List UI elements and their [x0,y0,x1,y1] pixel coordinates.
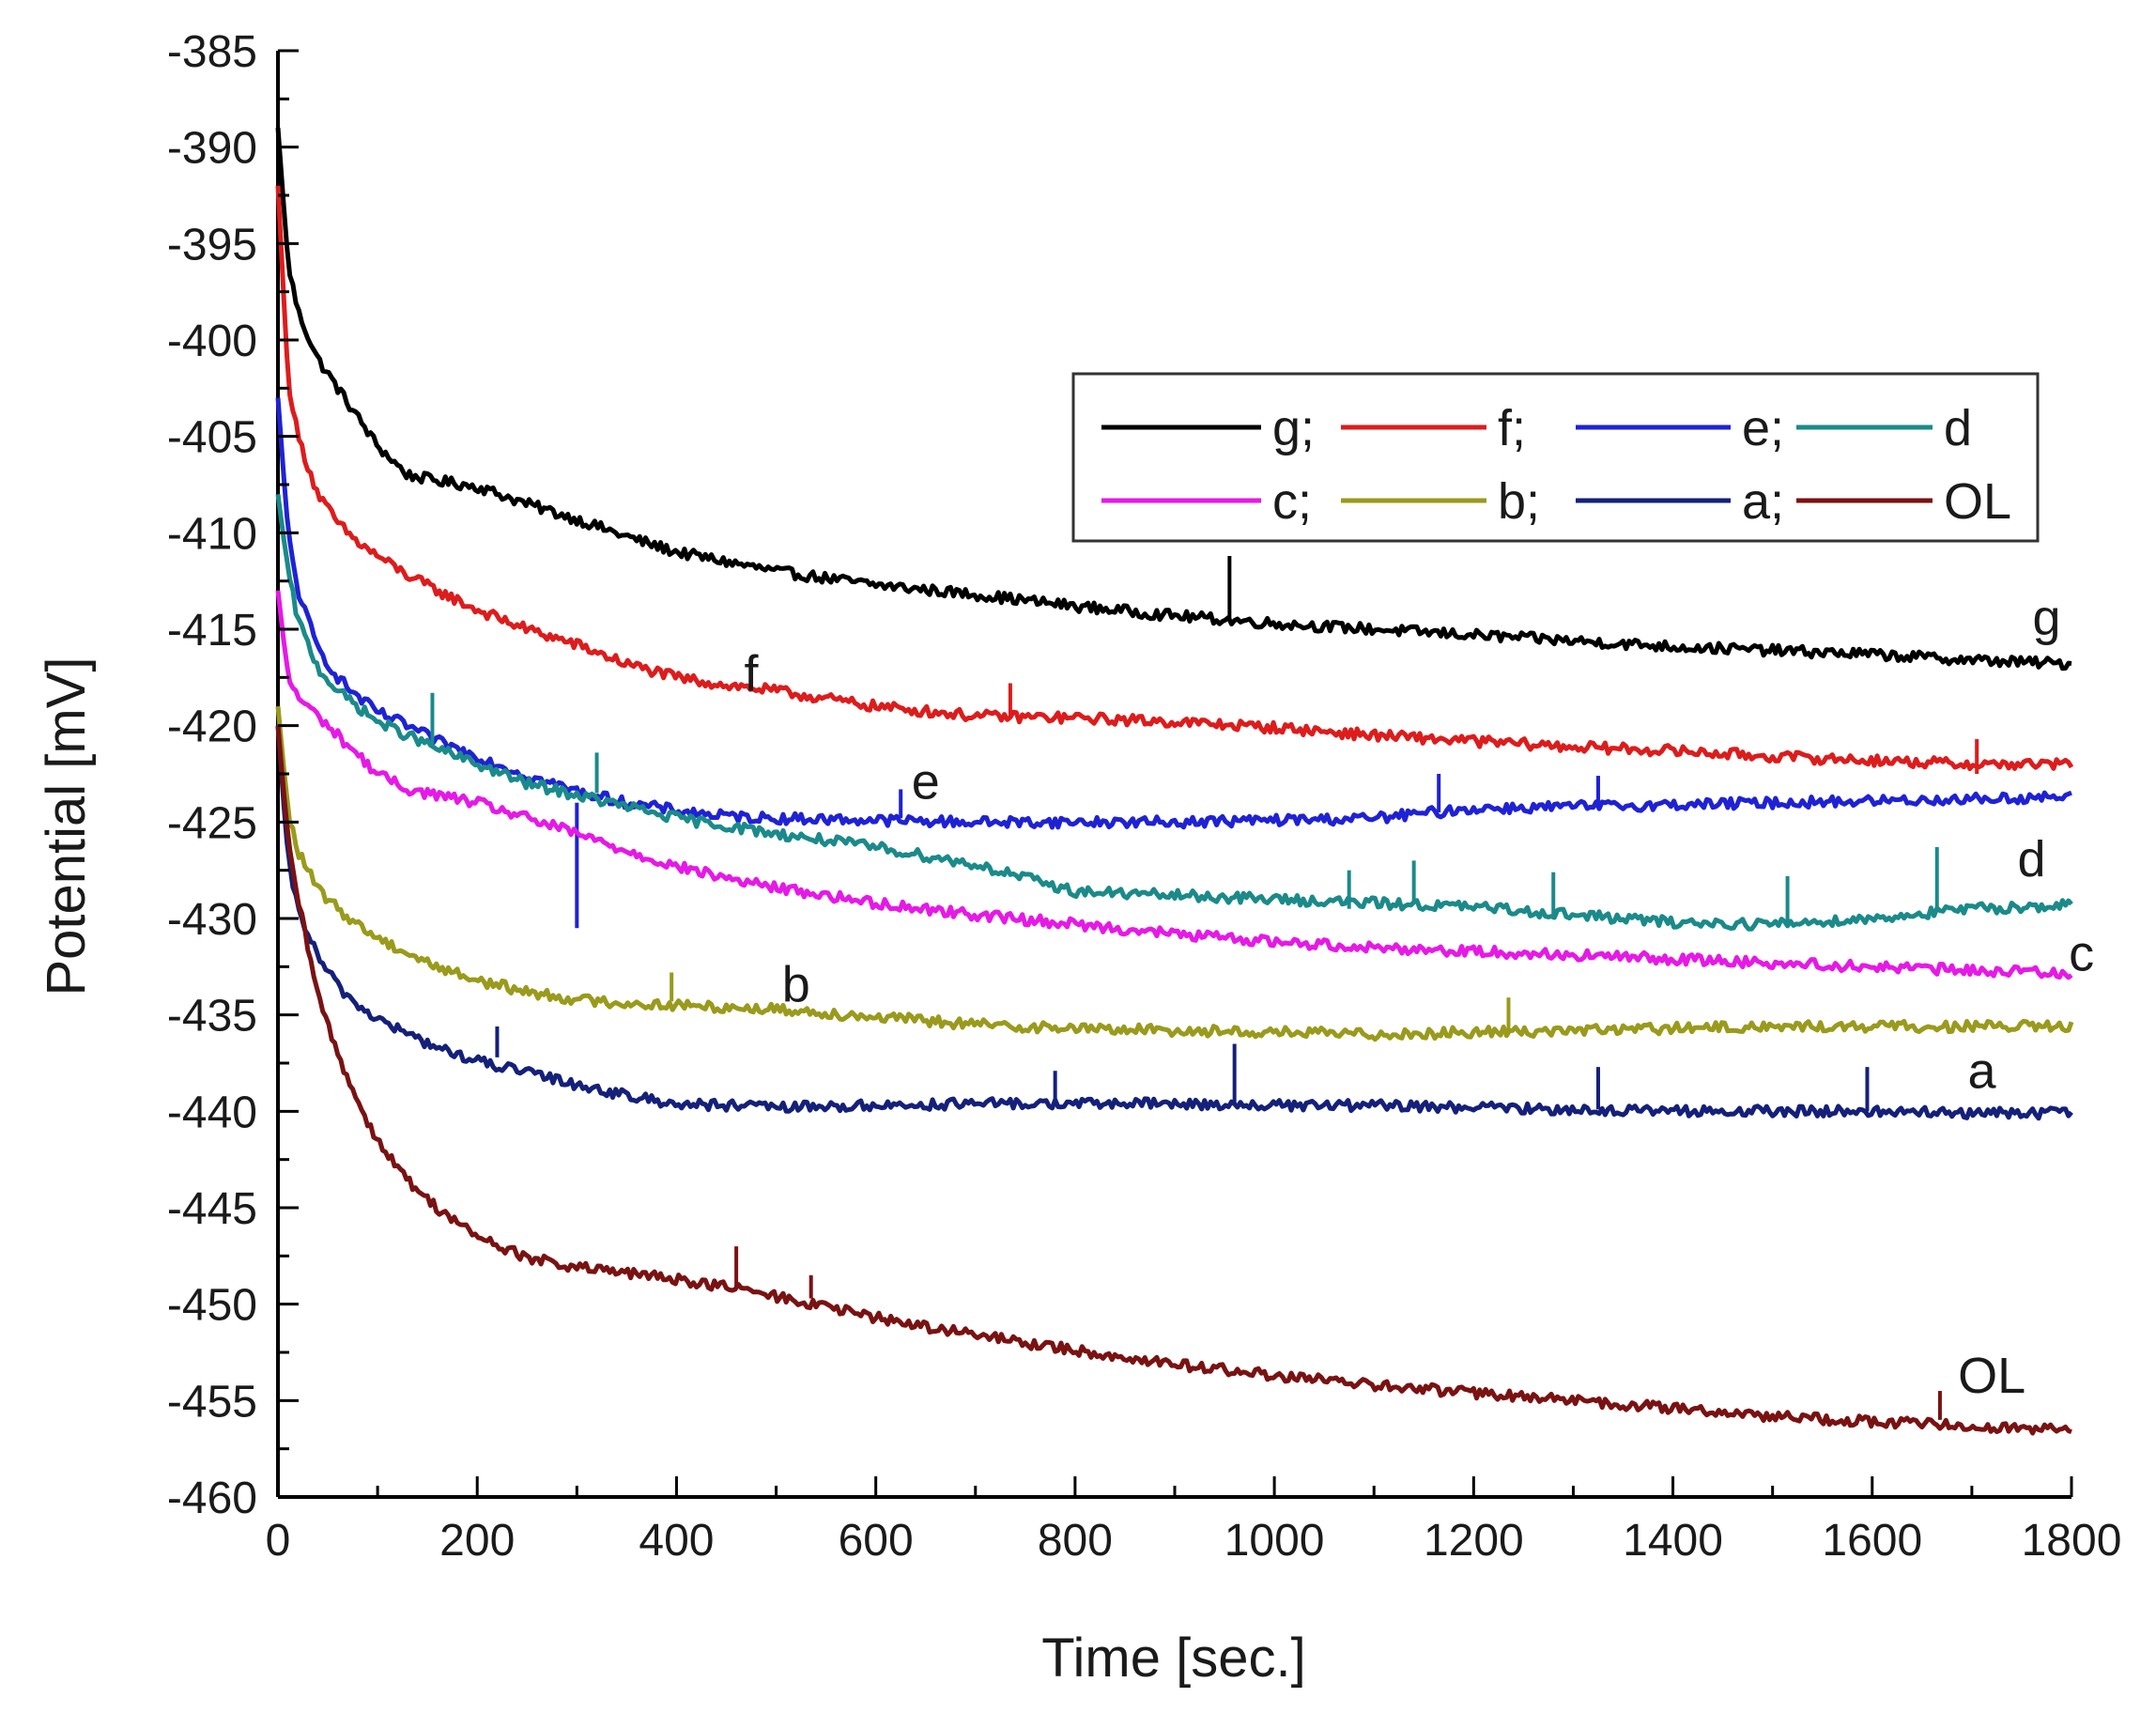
curve-label-e: e [912,754,940,810]
legend-label: g; [1272,400,1315,456]
legend-label: d [1944,400,1972,456]
y-tick-label: -395 [167,220,257,270]
curve-label-OL: OL [1958,1348,2025,1404]
y-tick-label: -405 [167,413,257,463]
legend-label: c; [1272,473,1312,530]
y-tick-label: -450 [167,1281,257,1331]
y-tick-label: -455 [167,1377,257,1427]
legend-box [1071,372,2040,543]
series-line-c [275,590,2073,980]
legend-label: e; [1742,400,1784,456]
legend-label: f; [1498,400,1526,456]
x-tick-label: 1800 [2022,1516,2122,1566]
y-tick-label: -385 [167,27,257,77]
y-tick-label: -410 [167,509,257,559]
series-line-b [275,705,2074,1042]
y-tick-label: -430 [167,895,257,945]
x-tick-label: 200 [439,1516,515,1566]
y-tick-label: -420 [167,702,257,752]
y-tick-label: -425 [167,798,257,848]
curve-label-b: b [782,956,810,1012]
curve-label-c: c [2069,925,2094,981]
curve-label-d: d [2018,831,2046,887]
series-line-g [275,127,2072,671]
curve-label-f: f [745,646,760,702]
x-tick-label: 1600 [1822,1516,1922,1566]
x-tick-label: 1200 [1424,1516,1524,1566]
y-tick-label: -400 [167,316,257,366]
y-axis-title: Potential [mV] [36,656,97,995]
y-tick-label: -390 [167,124,257,174]
series-line-f [275,185,2074,772]
legend-label: OL [1944,473,2011,530]
y-tick-label: -435 [167,992,257,1042]
x-axis-title: Time [sec.] [1041,1628,1305,1689]
y-tick-label: -440 [167,1088,257,1137]
x-tick-label: 1400 [1623,1516,1723,1566]
curve-labels: g f e dc b a OL [745,590,2095,1404]
curve-label-a: a [1967,1043,1996,1100]
series-line-a [275,725,2073,1121]
y-tick-label: -415 [167,606,257,656]
legend: g; f; e; d c; b; a; OL [1071,372,2040,543]
y-tick-label: -460 [167,1474,257,1523]
x-tick-label: 1000 [1224,1516,1325,1566]
series-line-d [275,493,2073,932]
x-tick-label: 600 [839,1516,914,1566]
legend-label: a; [1742,473,1784,530]
x-tick-label: 0 [266,1516,291,1566]
x-tick-label: 800 [1038,1516,1113,1566]
curve-label-g: g [2032,590,2060,646]
x-tick-label: 400 [639,1516,714,1566]
series-group [275,127,2074,1436]
series-line-e [275,397,2072,830]
tick-marks: -385 -390 -395 -400 -405 -410 -415 -420 -425 -430… [167,27,2121,1566]
axes-frame [276,51,2071,1499]
y-tick-label: -445 [167,1184,257,1234]
legend-label: b; [1498,473,1540,530]
series-line-OL [275,725,2072,1436]
